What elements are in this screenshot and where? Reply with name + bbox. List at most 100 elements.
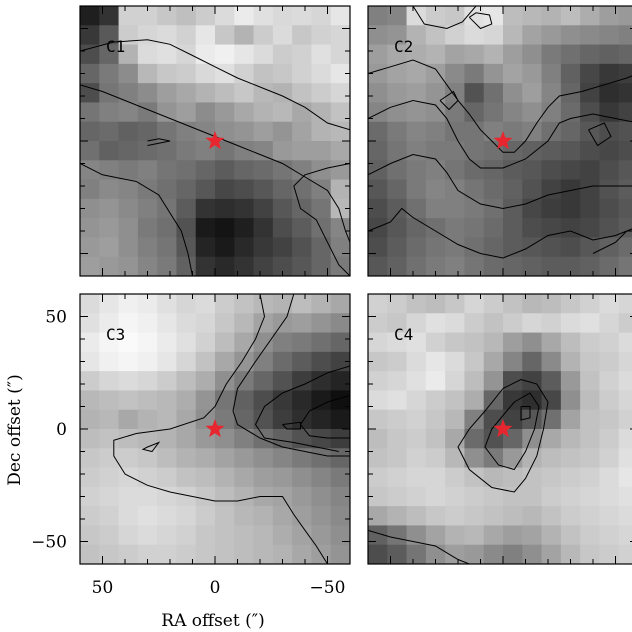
contour-line [232, 294, 350, 457]
intensity-pixel [464, 256, 485, 276]
x-tick-label: −50 [310, 578, 346, 598]
intensity-pixel [176, 506, 197, 527]
star-marker [493, 131, 513, 150]
intensity-pixel [541, 429, 562, 449]
intensity-pixel [599, 525, 620, 546]
intensity-pixel [253, 294, 274, 314]
intensity-pixel [425, 486, 446, 507]
intensity-pixel [292, 179, 313, 200]
intensity-pixel [406, 237, 427, 258]
intensity-pixel [464, 102, 485, 123]
intensity-pixel [522, 390, 543, 411]
intensity-pixel [234, 351, 255, 372]
intensity-pixel [445, 332, 466, 353]
intensity-pixel [560, 544, 581, 564]
intensity-pixel [330, 179, 350, 200]
intensity-pixel [541, 371, 562, 392]
intensity-pixel [195, 467, 216, 488]
intensity-pixel [292, 44, 313, 65]
panel-c3: C3 [79, 293, 351, 565]
intensity-pixel [406, 506, 427, 527]
intensity-pixel [137, 25, 158, 46]
intensity-pixel [618, 83, 632, 104]
intensity-pixel [522, 44, 543, 65]
intensity-pixel [425, 506, 446, 527]
intensity-pixel [387, 218, 408, 239]
intensity-pixel [272, 141, 293, 161]
intensity-pixel [503, 160, 523, 181]
intensity-pixel [330, 486, 350, 507]
intensity-pixel [330, 83, 350, 104]
intensity-pixel [292, 448, 313, 469]
intensity-pixel [176, 44, 197, 65]
intensity-pixel [137, 429, 158, 449]
intensity-pixel [118, 486, 139, 507]
intensity-pixel [253, 141, 274, 161]
intensity-pixel [425, 44, 446, 65]
intensity-pixel [425, 409, 446, 430]
intensity-pixel [425, 198, 446, 219]
intensity-pixel [406, 44, 427, 65]
intensity-pixel [599, 506, 620, 527]
intensity-pixel [253, 332, 274, 353]
intensity-pixel [292, 102, 313, 123]
intensity-pixel [157, 121, 178, 142]
intensity-pixel [464, 409, 485, 430]
intensity-pixel [157, 390, 178, 411]
intensity-pixel [483, 218, 504, 239]
intensity-pixel [580, 102, 601, 123]
intensity-pixel [330, 332, 350, 353]
intensity-pixel [215, 467, 235, 488]
intensity-pixel [272, 448, 293, 469]
contour-line [147, 138, 171, 146]
intensity-pixel [80, 467, 100, 488]
intensity-pixel [541, 179, 562, 200]
contour-line [368, 153, 632, 210]
intensity-pixel [541, 102, 562, 123]
intensity-pixel [292, 332, 313, 353]
intensity-pixel [541, 141, 562, 161]
intensity-pixel [311, 390, 332, 411]
intensity-pixel [311, 6, 332, 26]
intensity-pixel [195, 294, 216, 314]
intensity-pixel [580, 256, 601, 276]
intensity-pixel [137, 409, 158, 430]
intensity-pixel [176, 525, 197, 546]
intensity-pixel [292, 63, 313, 84]
intensity-pixel [368, 467, 388, 488]
intensity-pixel [311, 313, 332, 334]
intensity-pixel [445, 121, 466, 142]
intensity-pixel [618, 390, 632, 411]
intensity-pixel [215, 44, 235, 65]
intensity-pixel [137, 121, 158, 142]
intensity-pixel [80, 448, 100, 469]
intensity-pixel [445, 486, 466, 507]
intensity-pixel [599, 141, 620, 161]
intensity-pixel [118, 294, 139, 314]
intensity-pixel [503, 179, 523, 200]
intensity-pixel [599, 83, 620, 104]
intensity-pixel [580, 351, 601, 372]
intensity-pixel [292, 371, 313, 392]
intensity-pixel [425, 83, 446, 104]
intensity-pixel [215, 486, 235, 507]
intensity-pixel [118, 390, 139, 411]
intensity-pixel [330, 371, 350, 392]
intensity-pixel [176, 486, 197, 507]
intensity-pixel [311, 198, 332, 219]
intensity-pixel [195, 6, 216, 26]
intensity-pixel [195, 44, 216, 65]
intensity-pixel [253, 506, 274, 527]
intensity-pixel [311, 179, 332, 200]
intensity-pixel [99, 351, 120, 372]
intensity-pixel [580, 83, 601, 104]
intensity-pixel [195, 121, 216, 142]
intensity-pixel [272, 525, 293, 546]
intensity-pixel [99, 371, 120, 392]
intensity-pixel [387, 332, 408, 353]
intensity-pixel [406, 179, 427, 200]
intensity-pixel [215, 218, 235, 239]
intensity-pixel [157, 371, 178, 392]
intensity-pixel [157, 218, 178, 239]
panel-plot-area [368, 6, 632, 276]
